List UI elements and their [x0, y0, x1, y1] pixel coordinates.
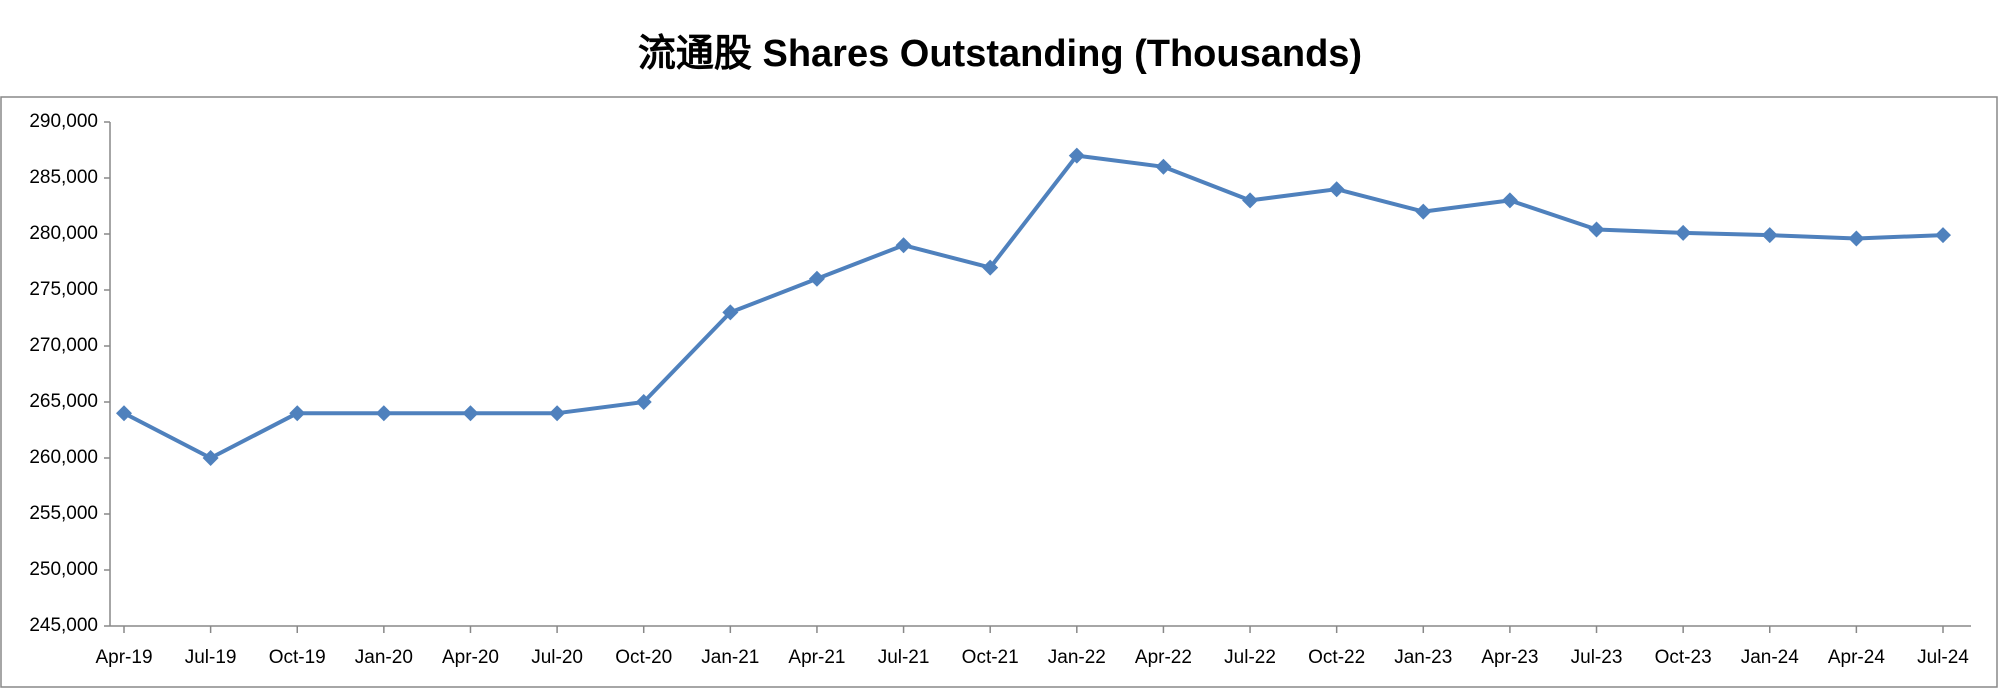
data-point	[549, 405, 566, 422]
x-tick-label: Oct-22	[1308, 647, 1365, 668]
data-point	[895, 237, 912, 254]
data-line	[123, 153, 1944, 460]
data-point	[808, 270, 825, 287]
data-point	[462, 405, 479, 422]
x-tick-label: Jul-19	[185, 647, 237, 668]
data-point	[1501, 192, 1518, 209]
x-tick-label: Apr-23	[1481, 647, 1538, 668]
data-point	[1155, 158, 1172, 175]
x-tick-label: Oct-21	[962, 647, 1019, 668]
y-tick-label: 270,000	[29, 335, 98, 356]
data-point	[722, 304, 739, 321]
data-point	[375, 405, 392, 422]
data-point	[289, 405, 306, 422]
x-tick-label: Oct-19	[269, 647, 326, 668]
x-tick-label: Apr-19	[95, 647, 152, 668]
x-tick-label: Jul-24	[1917, 647, 1969, 668]
x-tick-label: Jul-21	[878, 647, 930, 668]
x-tick-label: Oct-20	[615, 647, 672, 668]
x-tick-label: Oct-23	[1655, 647, 1712, 668]
y-tick-label: 250,000	[29, 559, 98, 580]
y-tick-label: 255,000	[29, 503, 98, 524]
data-point	[202, 450, 219, 466]
data-point	[1935, 227, 1951, 244]
data-point	[635, 394, 652, 410]
x-tick-label: Jan-20	[355, 647, 413, 668]
chart-title: 流通股 Shares Outstanding (Thousands)	[638, 33, 1362, 75]
y-tick-label: 285,000	[29, 167, 98, 188]
y-tick-label: 280,000	[29, 223, 98, 244]
data-point	[1675, 224, 1692, 241]
data-point	[982, 259, 999, 276]
x-tick-label: Apr-20	[442, 647, 499, 668]
y-tick-label: 265,000	[29, 391, 98, 412]
data-point	[1588, 221, 1605, 238]
data-point	[1068, 147, 1085, 164]
data-point	[1242, 192, 1259, 209]
x-tick-label: Apr-22	[1135, 647, 1192, 668]
x-tick-label: Apr-24	[1828, 647, 1885, 668]
data-point	[1848, 230, 1865, 247]
x-tick-label: Jul-20	[531, 647, 583, 668]
y-tick-label: 290,000	[29, 111, 98, 132]
chart-border	[0, 96, 1998, 688]
x-tick-label: Jan-22	[1048, 647, 1106, 668]
data-point	[1761, 227, 1778, 244]
x-tick-label: Apr-21	[788, 647, 845, 668]
data-point	[1328, 181, 1345, 198]
x-tick-label: Jan-21	[701, 647, 759, 668]
x-tick-label: Jan-23	[1394, 647, 1452, 668]
y-tick-label: 245,000	[29, 615, 98, 636]
data-point	[1415, 203, 1432, 220]
data-point	[116, 405, 132, 422]
y-tick-label: 275,000	[29, 279, 98, 300]
y-tick-label: 260,000	[29, 447, 98, 468]
x-tick-label: Jul-23	[1571, 647, 1623, 668]
x-tick-label: Jan-24	[1741, 647, 1800, 668]
x-tick-label: Jul-22	[1224, 647, 1276, 668]
